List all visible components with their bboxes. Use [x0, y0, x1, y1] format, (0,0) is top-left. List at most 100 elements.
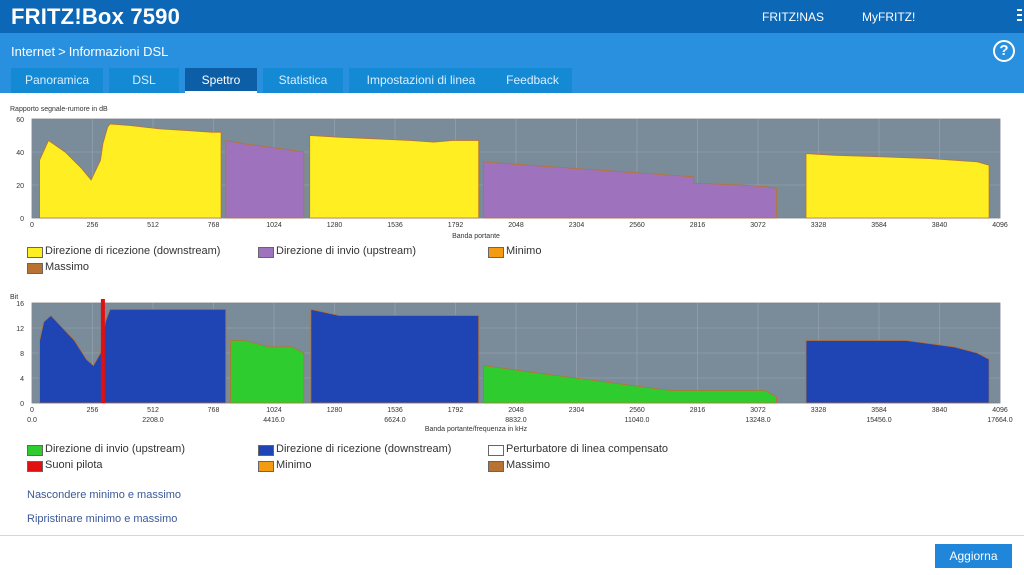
legend-label: Minimo	[276, 459, 312, 471]
x-tick-label: 768	[208, 222, 220, 229]
series-upstream-area	[230, 340, 305, 404]
help-icon[interactable]: ?	[993, 40, 1015, 62]
x-tick-label: 2304	[569, 222, 585, 229]
sub-header: Internet > Informazioni DSL ? Panoramica D…	[0, 33, 1024, 93]
fritz-nas-link[interactable]: FRITZ!NAS	[762, 10, 824, 24]
y-tick-label: 16	[16, 301, 24, 308]
y-tick-label: 4	[20, 376, 24, 383]
x-tick-khz-label: 4416.0	[263, 417, 285, 424]
series-downstream-area	[39, 123, 222, 219]
x-tick-label: 1024	[266, 222, 282, 229]
y-tick-label: 40	[16, 150, 24, 157]
x-tick-label: 1280	[327, 222, 343, 229]
breadcrumb: Internet > Informazioni DSL	[11, 44, 168, 59]
y-tick-label: 20	[16, 183, 24, 190]
series-downstream-area	[805, 340, 990, 404]
x-tick-label: 768	[208, 407, 220, 414]
legend-label: Direzione di invio (upstream)	[45, 443, 185, 455]
x-tick-label: 1792	[448, 222, 464, 229]
series-upstream-area	[225, 140, 305, 219]
series-downstream-area	[39, 308, 227, 404]
restore-minmax-link[interactable]: Ripristinare minimo e massimo	[27, 513, 178, 525]
x-tick-label: 1280	[327, 407, 343, 414]
legend-swatch	[27, 445, 43, 456]
x-tick-label: 256	[87, 222, 99, 229]
refresh-button[interactable]: Aggiorna	[935, 544, 1012, 568]
x-tick-label: 0	[30, 407, 34, 414]
menu-icon[interactable]	[1017, 9, 1022, 24]
x-tick-label: 0	[30, 222, 34, 229]
legend-swatch	[27, 461, 43, 472]
legend-label: Perturbatore di linea compensato	[506, 443, 669, 455]
legend-swatch	[488, 461, 504, 472]
x-tick-label: 2816	[690, 407, 706, 414]
x-tick-label: 4096	[992, 407, 1008, 414]
y-axis-title: Rapporto segnale-rumore in dB	[10, 106, 108, 113]
x-tick-khz-label: 2208.0	[142, 417, 164, 424]
legend-label: Direzione di invio (upstream)	[276, 245, 416, 257]
snr-chart: Rapporto segnale-rumore in dB 0 20 40 60 0 256…	[10, 106, 1008, 240]
legend-swatch	[258, 461, 274, 472]
series-downstream-area	[310, 308, 480, 404]
legend-swatch	[27, 263, 43, 274]
top-bar: FRITZ!Box 7590 FRITZ!NAS MyFRITZ!	[0, 0, 1024, 33]
x-tick-khz-label: 13248.0	[745, 417, 770, 424]
x-tick-label: 2048	[508, 407, 524, 414]
footer: Aggiorna	[0, 535, 1024, 575]
x-tick-label: 3584	[871, 222, 887, 229]
breadcrumb-section[interactable]: Internet	[11, 44, 56, 59]
x-tick-label: 512	[147, 407, 159, 414]
x-tick-khz-label: 17664.0	[987, 417, 1012, 424]
x-tick-khz-label: 6624.0	[384, 417, 406, 424]
x-tick-label: 3072	[750, 407, 766, 414]
legend-label: Massimo	[506, 459, 551, 471]
x-tick-label: 2560	[629, 407, 645, 414]
y-tick-label: 0	[20, 401, 24, 408]
y-tick-label: 12	[16, 326, 24, 333]
pilot-tone-bar	[100, 299, 105, 403]
tab-feedback[interactable]: Feedback	[493, 68, 572, 93]
legend-label: Suoni pilota	[45, 459, 103, 471]
breadcrumb-page: Informazioni DSL	[68, 44, 169, 59]
spectrum-panel: Rapporto segnale-rumore in dB 0 20 40 60 0 256…	[0, 93, 1024, 535]
x-tick-label: 2560	[629, 222, 645, 229]
x-axis-title: Banda portante	[452, 233, 500, 240]
x-tick-label: 2304	[569, 407, 585, 414]
x-tick-label: 3840	[932, 222, 948, 229]
x-tick-label: 3072	[750, 222, 766, 229]
x-tick-label: 4096	[992, 222, 1008, 229]
x-tick-label: 3328	[811, 407, 827, 414]
y-tick-label: 0	[20, 216, 24, 223]
x-tick-khz-label: 15456.0	[866, 417, 891, 424]
bits-chart: Bit 0 4 8 12 16 0 256 512 768 1024 1280 1536 1792 2048…	[10, 294, 1013, 433]
myfritz-link[interactable]: MyFRITZ!	[862, 10, 916, 24]
x-tick-label: 2048	[508, 222, 524, 229]
tab-spettro[interactable]: Spettro	[185, 68, 257, 93]
legend-swatch	[488, 247, 504, 258]
series-upstream-area	[482, 365, 777, 404]
tab-statistica[interactable]: Statistica	[263, 68, 343, 93]
breadcrumb-separator: >	[58, 44, 66, 59]
tab-impostazioni-di-linea[interactable]: Impostazioni di linea	[349, 68, 493, 93]
x-tick-label: 3840	[932, 407, 948, 414]
x-tick-label: 1792	[448, 407, 464, 414]
tab-panoramica[interactable]: Panoramica	[11, 68, 103, 93]
hide-minmax-link[interactable]: Nascondere minimo e massimo	[27, 489, 182, 501]
x-tick-label: 3328	[811, 222, 827, 229]
x-tick-label: 1536	[387, 407, 403, 414]
y-axis-title: Bit	[10, 294, 18, 301]
x-tick-label: 512	[147, 222, 159, 229]
x-tick-label: 1024	[266, 407, 282, 414]
x-tick-khz-label: 11040.0	[625, 417, 650, 424]
x-tick-khz-label: 8832.0	[505, 417, 527, 424]
legend-label: Massimo	[45, 261, 90, 273]
series-upstream-area	[482, 161, 777, 219]
legend-label: Direzione di ricezione (downstream)	[276, 443, 452, 455]
y-tick-label: 60	[16, 117, 24, 124]
x-tick-label: 2816	[690, 222, 706, 229]
x-tick-khz-label: 0.0	[27, 417, 37, 424]
series-downstream-area	[805, 153, 990, 219]
x-tick-label: 256	[87, 407, 99, 414]
tab-dsl[interactable]: DSL	[109, 68, 179, 93]
legend-label: Minimo	[506, 245, 542, 257]
